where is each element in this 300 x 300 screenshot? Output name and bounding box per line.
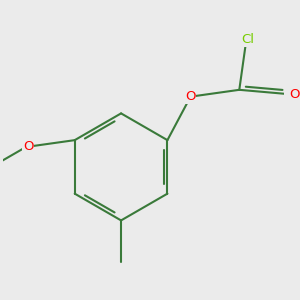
Text: O: O bbox=[185, 90, 196, 103]
Text: O: O bbox=[23, 140, 34, 153]
Text: Cl: Cl bbox=[241, 33, 254, 46]
Text: O: O bbox=[289, 88, 300, 100]
